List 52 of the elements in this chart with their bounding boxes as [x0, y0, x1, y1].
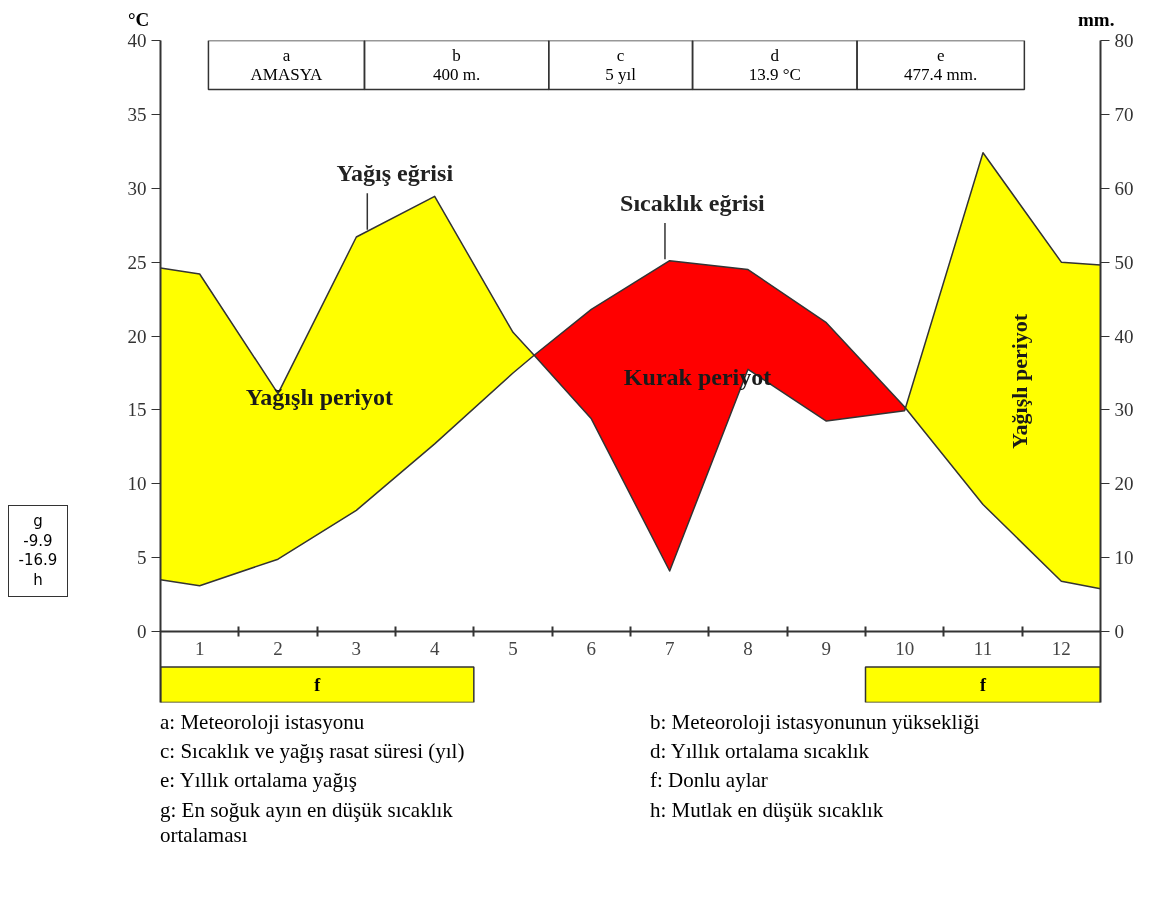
band-label: f	[314, 674, 322, 695]
annotation: b 400 m.	[432, 46, 481, 84]
annotation: d 13.9 °C	[748, 46, 801, 84]
y-tick-label: 5	[137, 547, 147, 569]
x-tick-label: 11	[973, 637, 993, 659]
y-tick-label: 10	[127, 473, 147, 495]
y-tick-label: 20	[127, 325, 147, 347]
annotation: c 5 yıl	[605, 46, 637, 84]
text: b: Meteoroloji istasyonunun yüksekliği	[650, 710, 981, 736]
y2-tick-label: 80	[1114, 30, 1134, 51]
y2-tick-label: 50	[1114, 251, 1134, 273]
y2-tick-label: 10	[1114, 547, 1134, 569]
text: d: Yıllık ortalama sıcaklık	[650, 739, 871, 765]
annotation: e 477.4 mm.	[904, 46, 978, 84]
y-tick-label: 15	[127, 399, 147, 421]
y2-tick-label: 70	[1114, 103, 1134, 125]
y2-tick-label: 40	[1114, 325, 1134, 347]
y2-axis-title: mm.	[1078, 8, 1115, 32]
y2-tick-label: 20	[1114, 473, 1134, 495]
x-tick-label: 12	[1051, 637, 1071, 659]
x-tick-label: 4	[429, 637, 440, 659]
x-tick-label: 1	[194, 637, 205, 659]
y-tick-label: 40	[127, 30, 147, 51]
text: h: Mutlak en düşük sıcaklık	[650, 797, 885, 824]
annotation: Yağış eğrisi	[336, 159, 454, 186]
x-tick-label: 3	[351, 637, 362, 659]
text: f: Donlu aylar	[650, 768, 769, 794]
annotation: Yağışlı periyot	[1006, 313, 1032, 449]
annotation: a AMASYA	[250, 46, 324, 84]
y2-tick-label: 30	[1114, 399, 1134, 421]
x-tick-label: 8	[743, 637, 753, 659]
x-tick-label: 5	[508, 637, 518, 659]
x-tick-label: 10	[895, 637, 915, 659]
y-tick-label: 35	[127, 103, 147, 125]
x-tick-label: 2	[273, 637, 283, 659]
y-tick-label: 30	[127, 177, 147, 199]
x-tick-label: 6	[586, 637, 597, 659]
y-axis-title: °C	[128, 8, 150, 32]
text: a: Meteoroloji istasyonu	[160, 710, 366, 736]
y-tick-label: 0	[137, 621, 147, 643]
text: c: Sıcaklık ve yağış rasat süresi (yıl)	[160, 739, 466, 765]
x-tick-label: 9	[821, 637, 832, 659]
text: e: Yıllık ortalama yağış	[160, 768, 358, 794]
annotation: Sıcaklık eğrisi	[620, 189, 766, 216]
y2-tick-label: 60	[1114, 177, 1134, 199]
x-tick-label: 7	[664, 637, 675, 659]
band-label: f	[980, 674, 987, 695]
text: g: En soğuk ayın en düşük sıcaklık ortalaması	[160, 797, 454, 848]
y-tick-label: 25	[127, 251, 147, 273]
annotation: Yağışlı periyot	[245, 384, 394, 411]
text: g -9.9 -16.9 h	[8, 505, 68, 597]
y2-tick-label: 0	[1114, 621, 1124, 643]
